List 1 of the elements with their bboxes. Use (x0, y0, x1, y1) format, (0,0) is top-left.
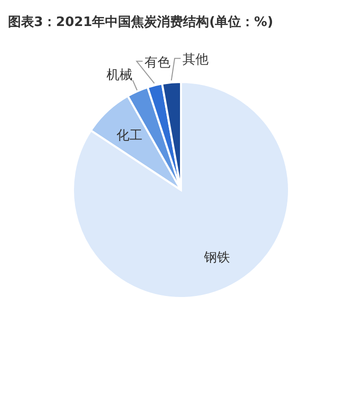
title: 图表3：2021年中国焦炭消费结构(单位：%) (8, 15, 274, 30)
